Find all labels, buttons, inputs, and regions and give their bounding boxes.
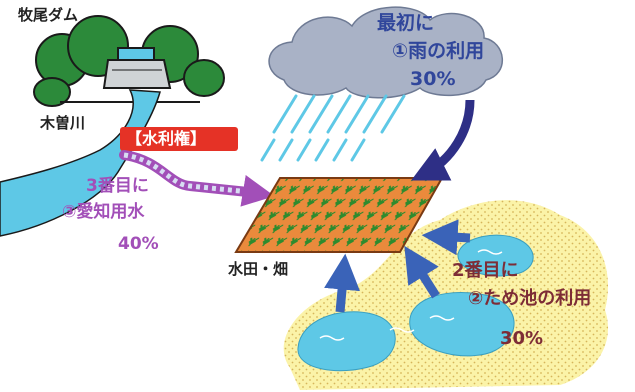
canal-share-label: 40% xyxy=(118,234,159,254)
pond-arrow-right xyxy=(421,219,471,256)
canal xyxy=(119,150,275,207)
pond-area xyxy=(283,200,608,390)
river-label: 木曽川 xyxy=(40,114,86,132)
field-label: 水田・畑 xyxy=(228,260,289,278)
pond-share-label: 30% xyxy=(500,328,544,349)
pond-name-label: ②ため池の利用 xyxy=(468,288,592,309)
rain-share-label: 30% xyxy=(410,68,456,90)
canal-order-label: 3番目に xyxy=(86,176,149,196)
canal-name-label: ③愛知用水 xyxy=(62,202,145,222)
dam-label: 牧尾ダム xyxy=(18,6,79,24)
rice-field xyxy=(234,177,444,253)
rain-arrow xyxy=(411,99,475,181)
rain-order-label: 最初に xyxy=(377,12,435,34)
water-right-label: 【水利権】 xyxy=(126,129,207,148)
pond-order-label: 2番目に xyxy=(452,260,519,281)
rain-cloud xyxy=(260,6,504,162)
pond-arrow-left xyxy=(324,253,360,313)
rain-name-label: ①雨の利用 xyxy=(392,40,485,62)
pond-arrow-middle xyxy=(404,245,440,299)
dam-illustration xyxy=(33,15,225,107)
water-right-box xyxy=(120,127,238,151)
